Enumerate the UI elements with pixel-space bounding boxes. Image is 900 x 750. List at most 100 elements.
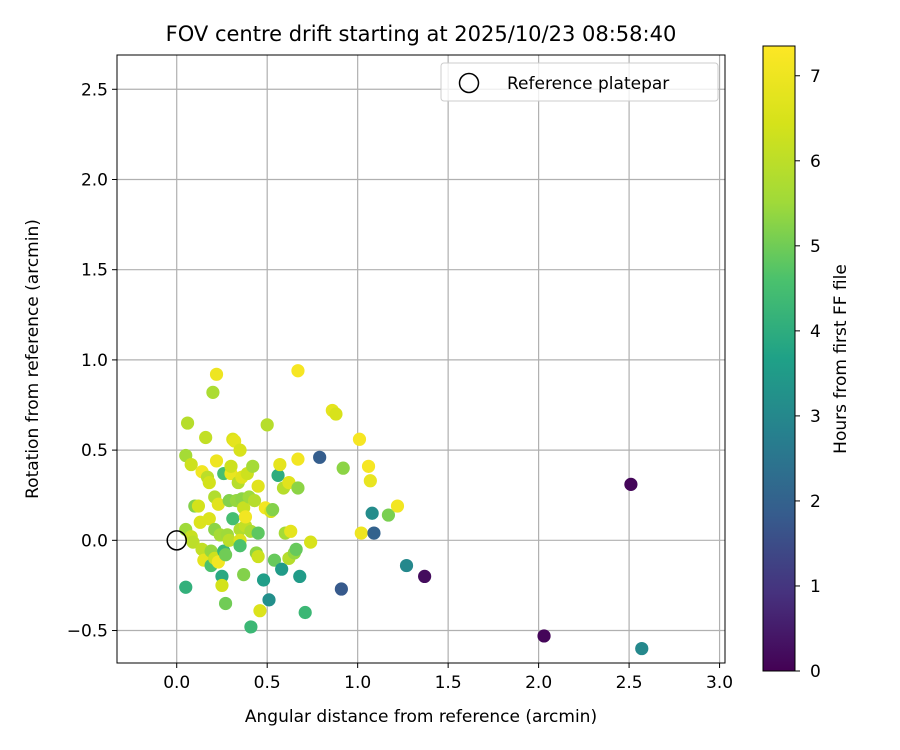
data-point [267,553,282,567]
data-point [334,582,348,596]
data-point [298,605,312,620]
data-point [191,499,206,513]
data-point [537,629,551,643]
data-point [233,443,247,457]
data-point [209,454,224,468]
data-point [624,477,638,491]
data-point [186,535,200,549]
data-point [367,526,381,540]
data-point [202,512,216,526]
data-point [246,459,260,473]
y-tick-label: −0.5 [67,622,108,642]
y-tick-label: 1.5 [81,261,108,281]
data-point [284,524,298,538]
data-point [247,494,262,508]
colorbar-tick-label: 6 [810,152,821,172]
data-point [361,459,376,473]
data-point [251,479,265,493]
x-axis-label: Angular distance from reference (arcmin) [245,707,597,727]
colorbar-tick-label: 5 [810,237,821,257]
chart-title: FOV centre drift starting at 2025/10/23 … [166,22,677,46]
data-point [233,539,247,553]
data-point [184,457,198,472]
x-tick-label: 0.5 [254,673,281,693]
y-axis-label: Rotation from reference (arcmin) [23,219,43,499]
x-tick-label: 2.0 [525,673,552,693]
data-point [206,385,220,399]
data-point [215,569,229,584]
data-point [293,569,307,584]
reference-platepar-marker [166,530,187,551]
data-point [365,506,379,520]
x-tick-label: 0.0 [163,673,190,693]
scatter-points [179,364,649,656]
data-point [635,641,649,656]
data-point [381,508,396,522]
data-point [262,593,276,607]
data-point [291,481,305,495]
x-tick-label: 3.0 [706,673,733,693]
plot-frame [116,54,726,664]
data-point [251,526,265,540]
data-point [218,548,233,562]
data-point [215,578,229,593]
legend-marker [458,72,480,94]
colorbar-ticks: 0 1 2 3 4 5 6 7 [795,67,821,682]
data-point [226,512,240,526]
colorbar-tick-label: 7 [810,67,821,87]
colorbar: 0 1 2 3 4 5 6 7 Hours from first FF file [762,45,851,682]
y-tick-label: 0.0 [81,531,108,551]
y-tick-label: 1.0 [81,351,108,371]
data-point [304,535,318,549]
x-tick-label: 1.0 [344,673,371,693]
data-point [418,569,432,584]
data-point [237,567,251,582]
colorbar-tick-label: 2 [810,492,821,512]
y-tick-label: 2.0 [81,170,108,190]
x-tick-label: 2.5 [616,673,643,693]
colorbar-tick-label: 4 [810,322,821,342]
data-point [244,620,258,634]
legend-label: Reference platepar [507,74,669,94]
data-point [390,499,405,513]
data-point [253,604,267,618]
legend-box [440,62,719,102]
x-tick-label: 1.5 [435,673,462,693]
data-point [211,497,225,511]
data-point [352,432,367,446]
data-point [354,526,368,540]
data-point [271,468,285,482]
data-point [329,407,343,421]
data-point [199,430,213,445]
data-point [180,416,195,430]
data-point [291,364,305,378]
legend: Reference platepar [440,62,719,102]
data-point [202,475,216,490]
data-point [238,510,253,524]
data-point [218,596,233,611]
colorbar-tick-label: 3 [810,407,821,427]
data-point [251,549,265,564]
y-tick-label: 0.5 [81,441,108,461]
colorbar-tick-label: 1 [810,577,821,597]
data-point [222,533,236,547]
data-point [289,542,303,556]
data-point [273,457,287,472]
data-point [179,580,193,594]
data-point [363,474,377,488]
data-point [399,558,414,573]
data-point [260,418,274,432]
colorbar-frame [762,45,796,672]
x-axis-ticks: 0.0 0.5 1.0 1.5 2.0 2.5 3.0 [163,663,733,693]
data-point [256,573,271,587]
data-point [209,367,224,381]
y-axis-ticks: −0.5 0.0 0.5 1.0 1.5 2.0 2.5 [67,80,117,642]
colorbar-label: Hours from first FF file [831,264,851,454]
data-point [336,461,350,475]
data-point [275,562,289,576]
data-point [266,503,280,517]
data-point [313,450,327,464]
data-point [224,459,238,473]
colorbar-gradient [763,46,795,671]
